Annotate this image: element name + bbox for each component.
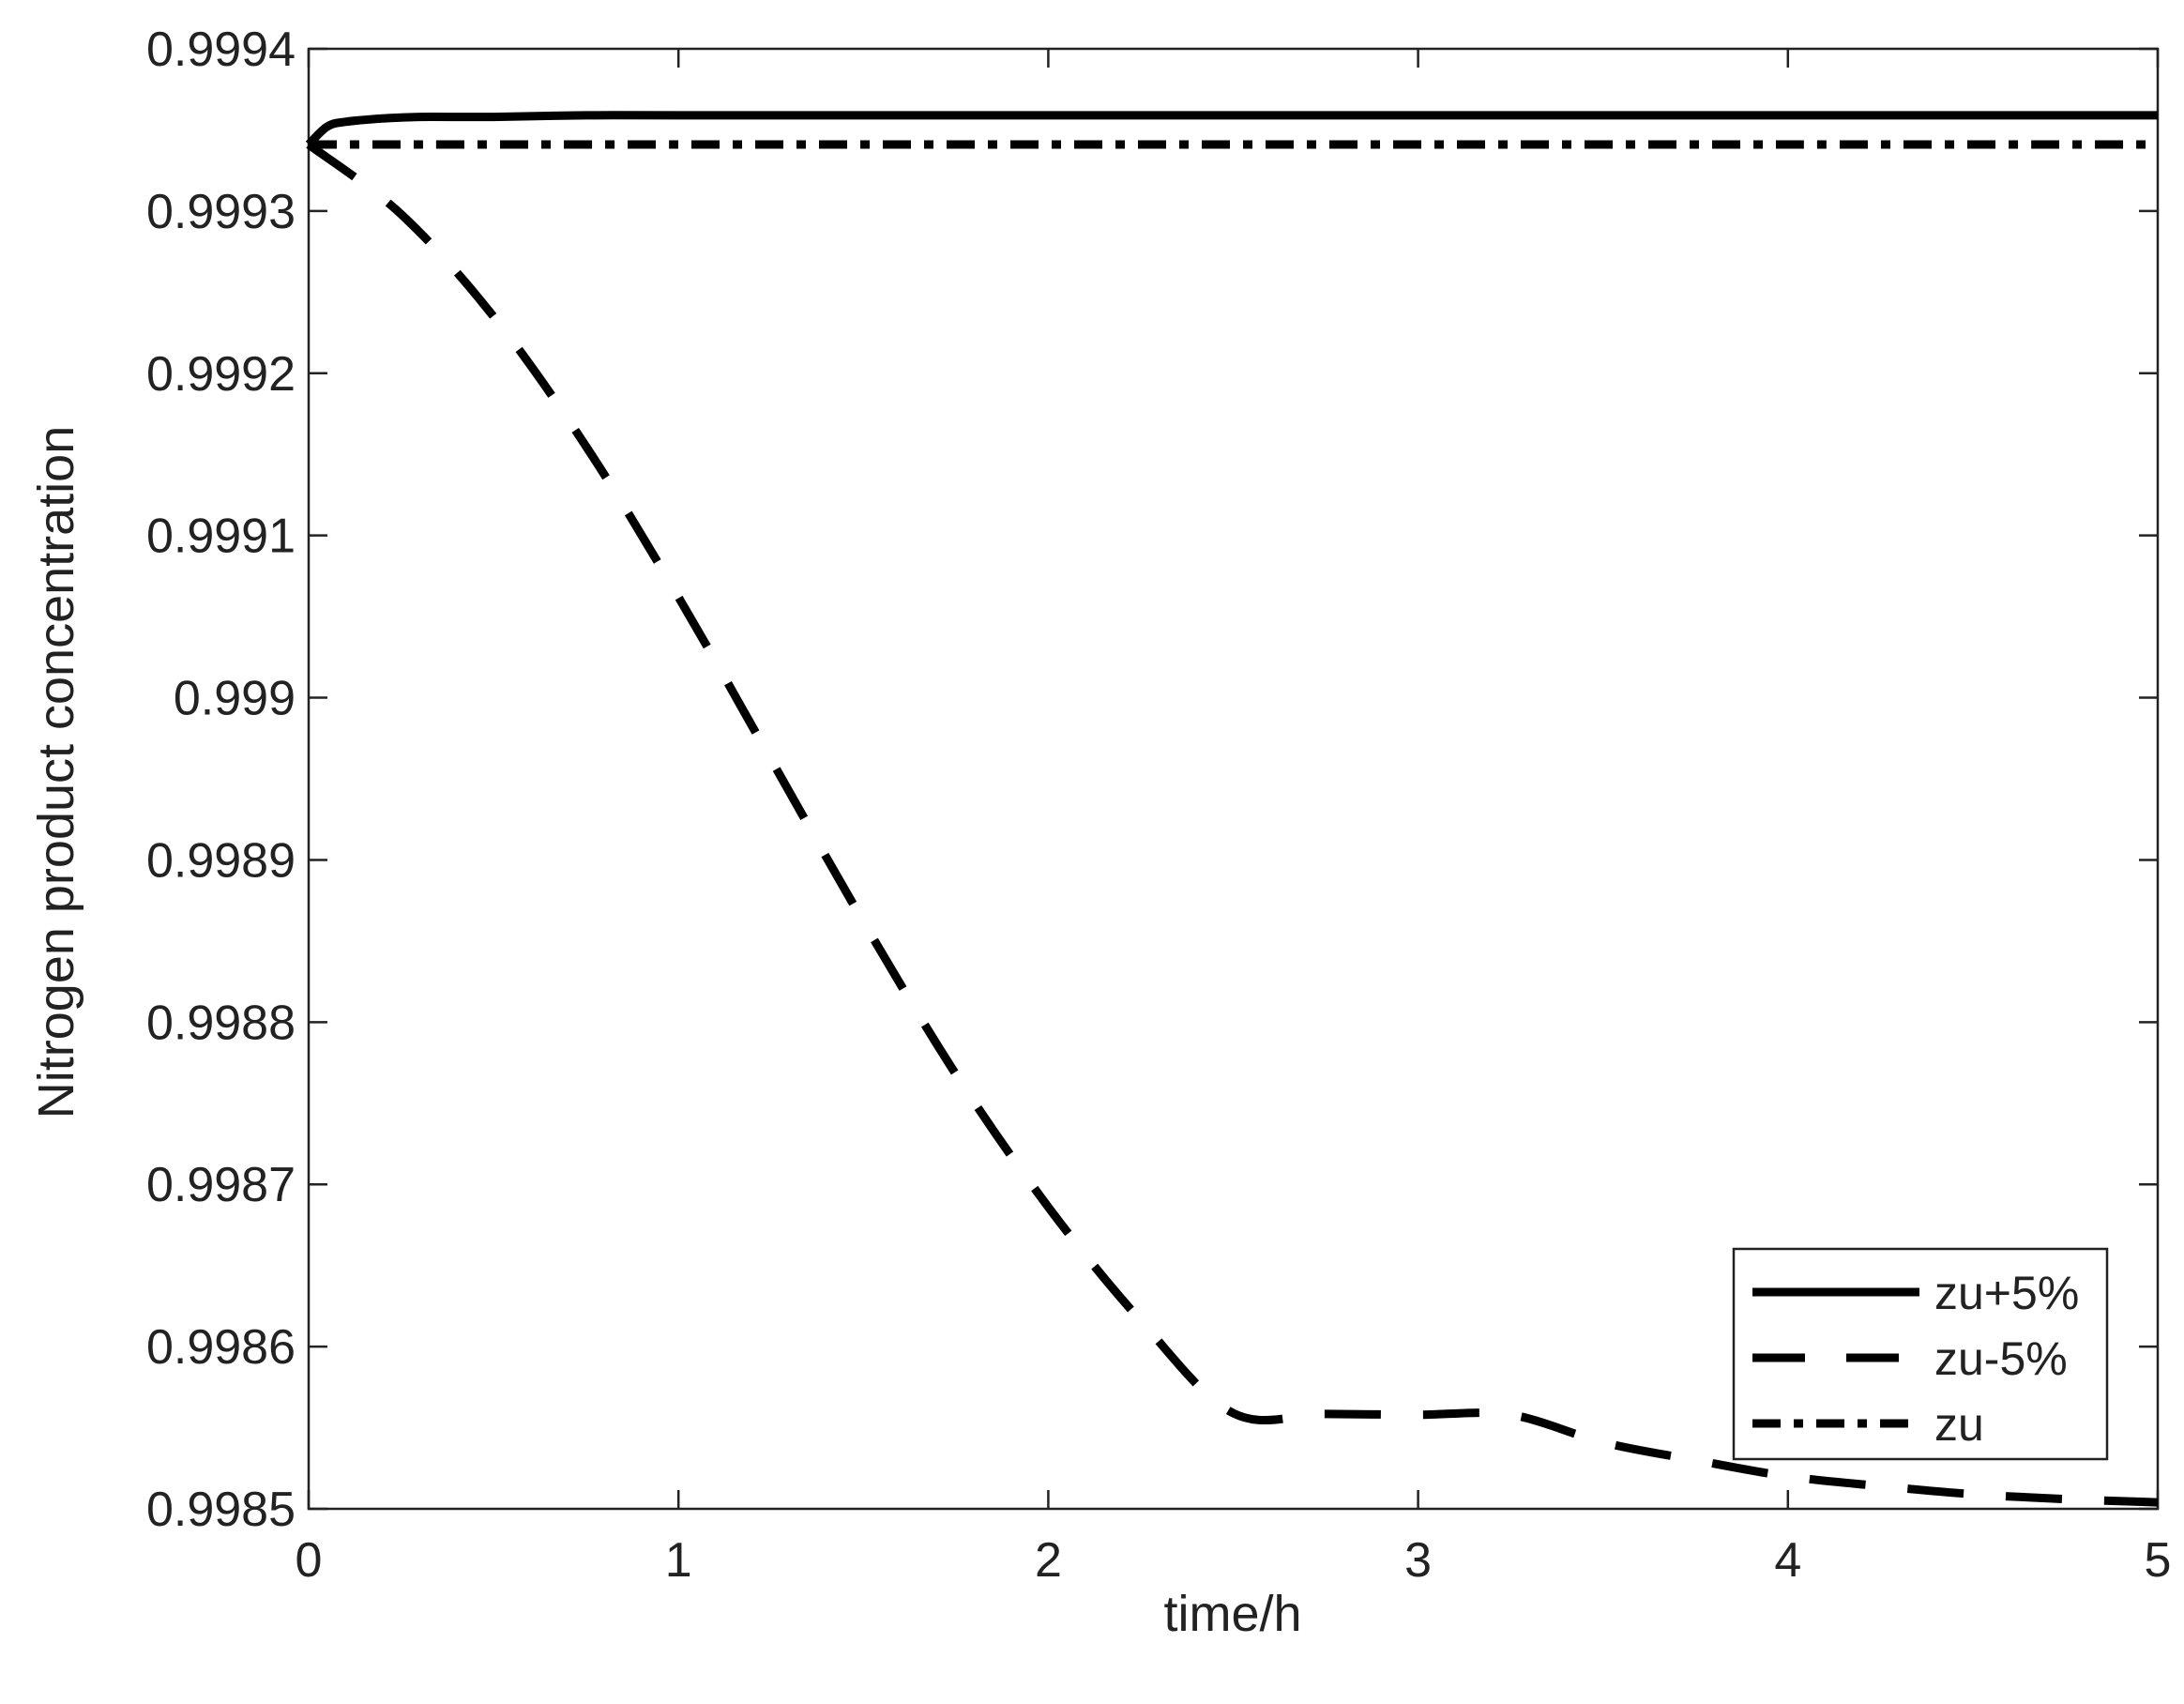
x-axis-label: time/h: [1163, 1586, 1301, 1642]
y-tick-label: 0.9993: [146, 185, 296, 239]
x-tick-label: 0: [296, 1533, 323, 1588]
legend-label: zu-5%: [1934, 1332, 2068, 1385]
x-tick-label: 1: [665, 1533, 692, 1588]
y-tick-label: 0.9985: [146, 1483, 296, 1537]
series-line-zu-5-: [305, 111, 2158, 148]
legend-label: zu+5%: [1934, 1267, 2079, 1319]
y-tick-label: 0.999: [174, 672, 296, 726]
y-tick-label: 0.9988: [146, 996, 296, 1050]
y-axis-label: Nitrogen product concentration: [28, 426, 84, 1118]
x-tick-label: 5: [2145, 1533, 2172, 1588]
y-tick-label: 0.9994: [146, 23, 296, 77]
series-line-zu-5-: [306, 141, 2159, 1507]
legend: zu+5% zu-5% zu: [1732, 1247, 2109, 1461]
y-tick-label: 0.9991: [146, 510, 296, 564]
x-tick-label: 2: [1035, 1533, 1062, 1588]
x-tick-label: 4: [1774, 1533, 1801, 1588]
y-tick-label: 0.9992: [146, 347, 296, 402]
y-tick-label: 0.9989: [146, 833, 296, 888]
x-tick-label: 3: [1404, 1533, 1432, 1588]
y-tick-label: 0.9987: [146, 1158, 296, 1212]
plot-area-frame: [307, 47, 2160, 1511]
series-group: [305, 111, 2159, 1507]
legend-label: zu: [1934, 1398, 1984, 1451]
axes: 0 1 2 3 4 5 0.9985 0.9986 0.9987 0.9988 0.9989 0.99…: [146, 23, 2172, 1588]
y-tick-label: 0.9986: [146, 1320, 296, 1375]
